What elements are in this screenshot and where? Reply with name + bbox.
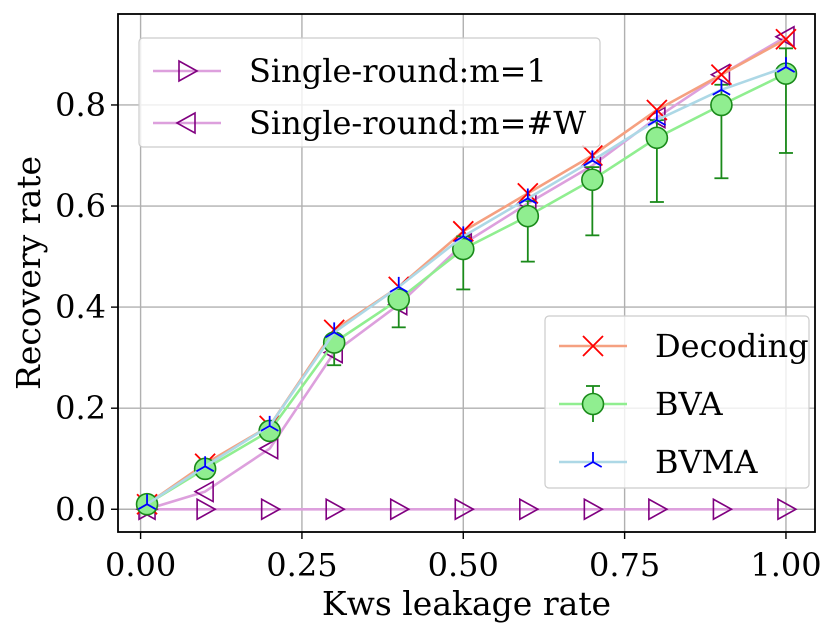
data-point-single-round-m-1 — [712, 497, 734, 521]
data-point-bvma — [647, 110, 667, 126]
y-tick-label: 0.8 — [55, 86, 106, 124]
x-tick-label: 1.00 — [750, 546, 821, 584]
x-tick-label: 0.25 — [266, 546, 337, 584]
data-point-bvma — [454, 226, 473, 243]
data-point-bvma — [583, 150, 602, 167]
legend-box — [138, 37, 601, 148]
legend-label: BVMA — [655, 443, 758, 481]
data-point-single-round-m-1 — [583, 497, 604, 521]
y-axis-label: Recovery rate — [9, 156, 48, 390]
legend-marker — [178, 59, 199, 83]
legend-label: BVA — [655, 385, 723, 423]
legend-marker — [583, 452, 603, 468]
data-point-single-round-m-1 — [519, 497, 540, 521]
legend-lower-right: Decoding BVA BVMA — [544, 315, 810, 489]
legend-entry-bvma: BVMA — [559, 443, 758, 481]
data-point-decoding — [710, 64, 733, 86]
data-point-single-round-m-1 — [777, 497, 798, 521]
x-tick-label: 0.00 — [105, 546, 176, 584]
y-tick-label: 0.6 — [55, 187, 106, 225]
legend-label: Single-round:m=1 — [249, 52, 547, 90]
data-point-bvma — [137, 494, 157, 510]
data-point-bva — [516, 204, 540, 228]
legend-entry-decoding: Decoding — [559, 327, 809, 365]
data-point-bva — [581, 168, 604, 192]
data-point-single-round-m-1 — [389, 497, 411, 521]
data-point-bvma — [389, 276, 408, 293]
legend-box — [544, 315, 810, 489]
legend-marker — [582, 335, 604, 357]
data-point-single-round-m-w — [709, 63, 731, 87]
legend-entry-single-round-m-1: Single-round:m=1 — [153, 52, 547, 90]
x-axis-label: Kws leakage rate — [322, 584, 611, 623]
data-point-single-round-m-1 — [260, 497, 282, 521]
legend-upper-left: Single-round:m=1 Single-round:m=#W — [138, 37, 601, 148]
data-point-bvma — [712, 79, 731, 96]
data-point-bva — [645, 126, 669, 150]
legend-label: Decoding — [655, 327, 809, 365]
data-point-bva — [710, 93, 733, 117]
series-layer — [135, 25, 798, 521]
data-point-bva — [451, 237, 475, 261]
plot-frame — [117, 13, 816, 533]
x-tick-label: 0.75 — [589, 546, 660, 584]
data-point-bvma — [776, 57, 796, 73]
data-point-bva — [387, 288, 411, 311]
data-point-single-round-m-w — [258, 437, 279, 460]
series-bvma — [137, 57, 796, 510]
legend-entry-single-round-m-w: Single-round:m=#W — [153, 104, 586, 142]
ticks: 0.00 0.25 0.50 0.75 1.00 0.0 0.2 0.4 0.6 0.8 — [55, 86, 821, 584]
y-tick-label: 0.2 — [55, 389, 106, 427]
legend-marker — [175, 111, 196, 135]
y-tick-label: 0.0 — [55, 490, 106, 528]
y-tick-label: 0.4 — [55, 288, 106, 326]
data-point-single-round-m-w — [193, 480, 214, 503]
data-point-single-round-m-1 — [196, 497, 217, 521]
legend-marker — [581, 392, 605, 416]
x-tick-label: 0.50 — [428, 546, 499, 584]
data-point-bvma — [518, 188, 537, 205]
data-point-single-round-m-1 — [648, 497, 669, 521]
data-point-bvma — [195, 456, 215, 473]
legend-label: Single-round:m=#W — [249, 104, 586, 142]
data-point-single-round-m-1 — [325, 497, 346, 521]
legend-entry-bva: BVA — [559, 385, 723, 423]
data-point-single-round-m-w — [774, 25, 795, 49]
data-point-decoding — [775, 28, 797, 50]
data-point-bvma — [260, 415, 279, 432]
series-single-round-m-1 — [138, 497, 798, 521]
data-point-bvma — [325, 322, 344, 339]
data-point-single-round-m-1 — [454, 497, 475, 521]
